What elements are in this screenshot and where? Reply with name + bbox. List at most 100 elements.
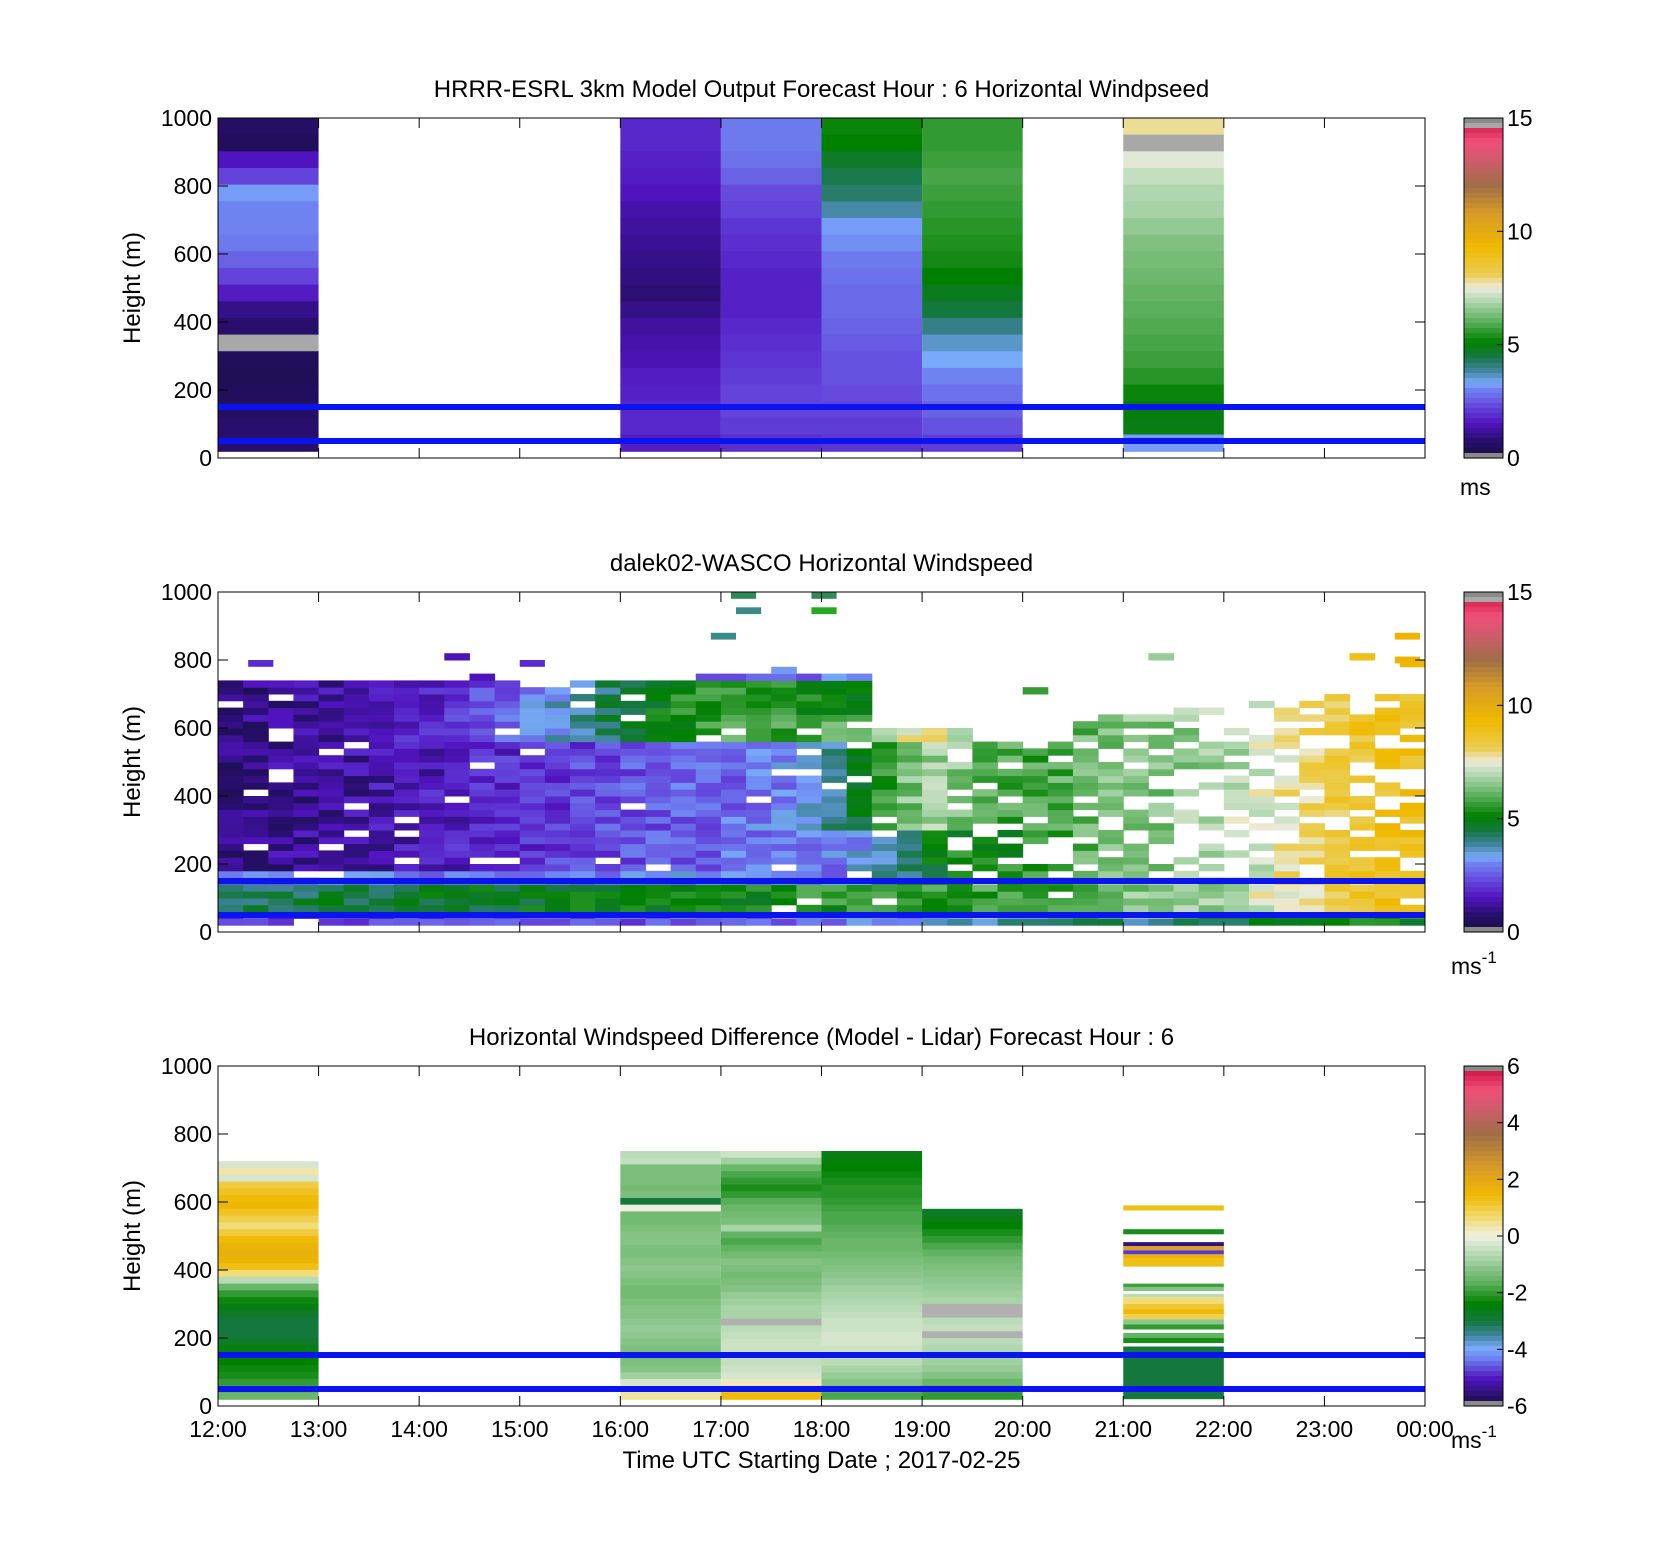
heatmap-cell	[1022, 768, 1049, 777]
heatmap-cell	[469, 904, 496, 913]
heatmap-cell	[1123, 1304, 1224, 1310]
colorbar-swatch	[1464, 1216, 1503, 1222]
heatmap-cell	[997, 850, 1024, 858]
heatmap-cell	[1072, 870, 1099, 879]
heatmap-cell	[997, 918, 1024, 926]
colorbar-swatch	[1464, 1236, 1503, 1242]
heatmap-cell	[469, 823, 496, 831]
heatmap-cell	[821, 1191, 923, 1199]
heatmap-cell	[1123, 251, 1224, 269]
y-tick-label: 400	[174, 309, 212, 335]
heatmap-cell	[821, 151, 923, 169]
heatmap-cell	[218, 251, 319, 269]
x-axis	[217, 118, 1426, 458]
heatmap-cell	[670, 816, 697, 824]
heatmap-cell	[871, 904, 898, 913]
heatmap-cell	[720, 680, 747, 688]
heatmap-cell	[1072, 857, 1099, 865]
heatmap-cell	[1374, 870, 1401, 879]
heatmap-cell	[670, 748, 697, 756]
heatmap-cell	[570, 891, 596, 899]
heatmap-cell	[947, 768, 973, 777]
heatmap-cell	[318, 864, 345, 872]
heatmap-cell	[218, 1202, 319, 1210]
heatmap-cell	[645, 782, 672, 790]
heatmap-cell	[720, 1325, 822, 1333]
heatmap-cell	[243, 918, 269, 926]
heatmap-cell	[922, 1270, 1023, 1278]
heatmap-cell	[720, 301, 822, 319]
heatmap-cell	[469, 802, 496, 811]
heatmap-cell	[1299, 830, 1325, 838]
heatmap-cell	[821, 1258, 923, 1266]
heatmap-cell	[570, 707, 596, 715]
heatmap-cell	[922, 748, 948, 756]
heatmap-cell	[821, 1218, 923, 1226]
heatmap-cell	[620, 1164, 721, 1172]
heatmap-cell	[1299, 898, 1325, 906]
x-tick-label: 18:00	[793, 1416, 851, 1442]
heatmap-cell	[218, 284, 319, 302]
heatmap-cell	[821, 1224, 923, 1233]
heatmap-cell	[922, 1283, 1023, 1291]
heatmap-cell	[922, 734, 948, 743]
colorbar-unit-text: ms	[1451, 953, 1482, 979]
heatmap-cell	[695, 884, 722, 892]
heatmap-cell	[519, 857, 546, 865]
heatmap-cell	[645, 830, 672, 838]
heatmap-cell	[922, 741, 948, 749]
heatmap-cell	[243, 694, 269, 702]
heatmap-cell	[620, 904, 646, 913]
heatmap-cell	[368, 891, 395, 899]
heatmap-cell	[972, 762, 999, 770]
heatmap-cell	[1248, 789, 1275, 797]
heatmap-cell	[494, 748, 521, 756]
colorbar-swatch	[1464, 1271, 1503, 1277]
heatmap-cell	[771, 823, 797, 831]
heatmap-cell	[821, 1338, 923, 1347]
x-tick-label: 20:00	[994, 1416, 1052, 1442]
heatmap-cell	[746, 789, 772, 797]
heatmap-cell	[821, 1244, 923, 1253]
heatmap-cell	[1123, 904, 1149, 913]
heatmap-cell	[494, 687, 521, 695]
colorbar-swatch	[1464, 418, 1503, 424]
heatmap-cell	[670, 891, 697, 899]
heatmap-cell	[1324, 898, 1351, 906]
heatmap-cell	[670, 884, 697, 892]
heatmap-cell	[645, 721, 672, 729]
heatmap-cell	[1098, 843, 1124, 851]
heatmap-cell	[595, 768, 621, 777]
heatmap-cell	[1123, 823, 1149, 831]
heatmap-cell	[1047, 864, 1074, 872]
heatmap-cell	[695, 728, 722, 736]
heatmap-cell	[218, 789, 244, 797]
colorbar-swatch	[1464, 1261, 1503, 1267]
heatmap-cell	[494, 707, 521, 715]
heatmap-cell	[746, 782, 772, 790]
heatmap-cell	[318, 721, 345, 729]
heatmap-cell	[620, 721, 646, 729]
heatmap-cell	[1123, 748, 1149, 756]
heatmap-cell	[997, 870, 1024, 879]
heatmap-cell	[846, 680, 873, 688]
heatmap-cell	[771, 850, 797, 858]
y-tick-label: 200	[174, 1325, 212, 1351]
heatmap-cell	[1324, 857, 1351, 865]
colorbar-swatch	[1464, 867, 1503, 873]
heatmap-cell	[821, 714, 848, 722]
heatmap-cell	[243, 850, 269, 858]
heatmap-cell	[922, 728, 948, 736]
heatmap-cell	[1223, 884, 1250, 892]
heatmap-cell	[821, 768, 848, 777]
heatmap-cell	[720, 234, 822, 252]
heatmap-cell	[1399, 762, 1426, 770]
heatmap-cell	[570, 748, 596, 756]
heatmap-cell	[620, 1258, 721, 1266]
heatmap-cell	[972, 789, 999, 797]
heatmap-cell	[519, 891, 546, 899]
heatmap-cell	[595, 918, 621, 926]
heatmap-cell	[268, 714, 294, 722]
heatmap-cell	[947, 830, 973, 838]
colorbar-swatch	[1464, 138, 1503, 144]
